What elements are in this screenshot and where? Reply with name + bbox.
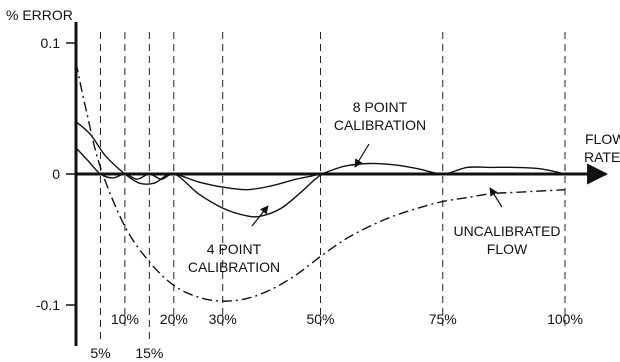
x-tick-label: 10%	[111, 311, 139, 327]
y-tick-label: 0.1	[41, 35, 61, 51]
annotation-label: UNCALIBRATED	[453, 223, 560, 239]
axes	[66, 22, 609, 346]
x-tick-label: 100%	[547, 311, 583, 327]
x-tick-label: 15%	[135, 345, 163, 361]
annotation-label: 8 POINT	[353, 99, 408, 115]
annotation-arrow	[489, 187, 503, 208]
series-lines	[75, 62, 566, 302]
annotation-label: CALIBRATION	[188, 259, 280, 275]
x-axis-label-line-1: FLOW	[585, 131, 620, 147]
annotation-arrow	[354, 143, 370, 168]
annotation-label: FLOW	[487, 241, 528, 257]
series-line-8-point-calibration	[75, 147, 566, 191]
x-axis-label-line-2: RATE	[584, 149, 620, 165]
x-tick-label: 30%	[209, 311, 237, 327]
annotations: 8 POINT CALIBRATION 4 POINT CALIBRATION UNCA…	[188, 99, 561, 275]
y-tick-label: -0.1	[36, 297, 60, 313]
x-tick-label: 50%	[306, 311, 334, 327]
annotation-label: 4 POINT	[207, 241, 262, 257]
annotation-arrow	[251, 205, 269, 227]
annotation-label: CALIBRATION	[334, 117, 426, 133]
y-tick-label: 0	[52, 166, 60, 182]
tick-labels: 5% 10% 15% 20% 30% 50% 75% 100% 0.1 0 -0.1	[36, 35, 583, 361]
grid-lines	[99, 32, 566, 342]
series-line-4-point-calibration	[75, 121, 336, 218]
x-tick-label: 5%	[90, 345, 110, 361]
y-axis-label: % ERROR	[6, 7, 73, 23]
series-line-uncalibrated-flow	[75, 62, 566, 302]
x-tick-label: 75%	[429, 311, 457, 327]
x-tick-label: 20%	[160, 311, 188, 327]
